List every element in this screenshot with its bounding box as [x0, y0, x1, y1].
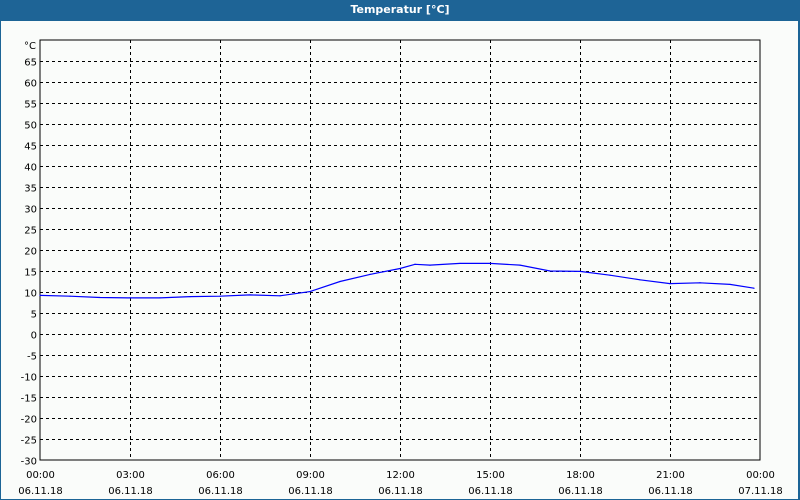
data-point — [159, 297, 161, 299]
y-tick-label: 20 — [24, 247, 37, 258]
y-tick-label: -10 — [21, 373, 37, 384]
y-tick-label: -15 — [21, 394, 37, 405]
x-tick-date: 06.11.18 — [558, 486, 603, 497]
x-tick-date: 07.11.18 — [738, 486, 783, 497]
x-tick-time: 21:00 — [656, 470, 685, 481]
plot-frame — [39, 39, 761, 461]
data-point — [309, 290, 311, 293]
y-tick-label: 25 — [24, 226, 37, 237]
x-tick-time: 15:00 — [476, 470, 505, 481]
y-tick-label: 30 — [24, 205, 37, 216]
data-point — [609, 274, 611, 276]
y-tick-label: 10 — [24, 289, 37, 300]
y-tick-label: 0 — [31, 331, 37, 342]
y-tick-label: 15 — [24, 268, 37, 279]
y-tick-label: 60 — [24, 79, 37, 90]
x-tick-date: 06.11.18 — [198, 486, 243, 497]
y-tick-label: 35 — [24, 184, 37, 195]
data-point — [429, 264, 431, 266]
data-point — [249, 294, 251, 296]
x-tick-date: 06.11.18 — [378, 486, 423, 497]
y-tick-label: -30 — [21, 457, 37, 468]
data-point — [639, 279, 641, 281]
x-tick-date: 06.11.18 — [648, 486, 693, 497]
data-point — [489, 262, 491, 265]
y-tick-label: 5 — [31, 310, 37, 321]
y-axis-unit: °C — [24, 41, 36, 52]
y-tick-label: -25 — [21, 436, 37, 447]
data-point — [39, 294, 41, 296]
y-tick-label: 65 — [24, 58, 37, 69]
data-point — [414, 263, 416, 265]
data-point — [339, 280, 341, 283]
data-point — [69, 295, 71, 297]
data-point — [369, 273, 371, 275]
data-point — [399, 267, 401, 270]
grid — [40, 40, 760, 460]
x-tick-time: 03:00 — [116, 470, 145, 481]
x-tick-date: 06.11.18 — [468, 486, 513, 497]
x-tick-date: 06.11.18 — [18, 486, 63, 497]
y-tick-label: 45 — [24, 142, 37, 153]
data-point — [129, 297, 131, 299]
data-point — [699, 282, 701, 284]
x-tick-time: 00:00 — [746, 470, 775, 481]
data-point — [753, 287, 755, 289]
y-tick-label: 55 — [24, 100, 37, 111]
temperature-line — [39, 262, 755, 299]
window-title: Temperatur [°C] — [0, 0, 800, 20]
y-tick-label: 50 — [24, 121, 37, 132]
y-tick-label: -5 — [27, 352, 37, 363]
data-point — [99, 296, 101, 299]
y-axis-labels: 65605550454035302520151050-5-10-15-20-25… — [21, 58, 37, 468]
data-point — [669, 283, 671, 285]
y-tick-label: 40 — [24, 163, 37, 174]
x-tick-date: 06.11.18 — [108, 486, 153, 497]
data-point — [579, 270, 581, 273]
data-point — [459, 262, 461, 265]
x-tick-time: 12:00 — [386, 470, 415, 481]
x-tick-time: 09:00 — [296, 470, 325, 481]
data-point — [549, 270, 551, 272]
data-point — [219, 295, 221, 297]
data-point — [729, 283, 731, 286]
data-point — [519, 264, 521, 266]
chart-panel — [1, 21, 798, 499]
y-tick-label: -20 — [21, 415, 37, 426]
x-tick-date: 06.11.18 — [288, 486, 333, 497]
data-point — [189, 296, 191, 298]
data-point — [279, 295, 281, 297]
series-layer — [39, 262, 755, 299]
x-tick-time: 06:00 — [206, 470, 235, 481]
x-axis-labels: 00:00 06.11.18 03:00 06.11.18 06:00 06.11.18 0… — [18, 470, 783, 497]
x-tick-time: 00:00 — [26, 470, 55, 481]
x-tick-time: 18:00 — [566, 470, 595, 481]
